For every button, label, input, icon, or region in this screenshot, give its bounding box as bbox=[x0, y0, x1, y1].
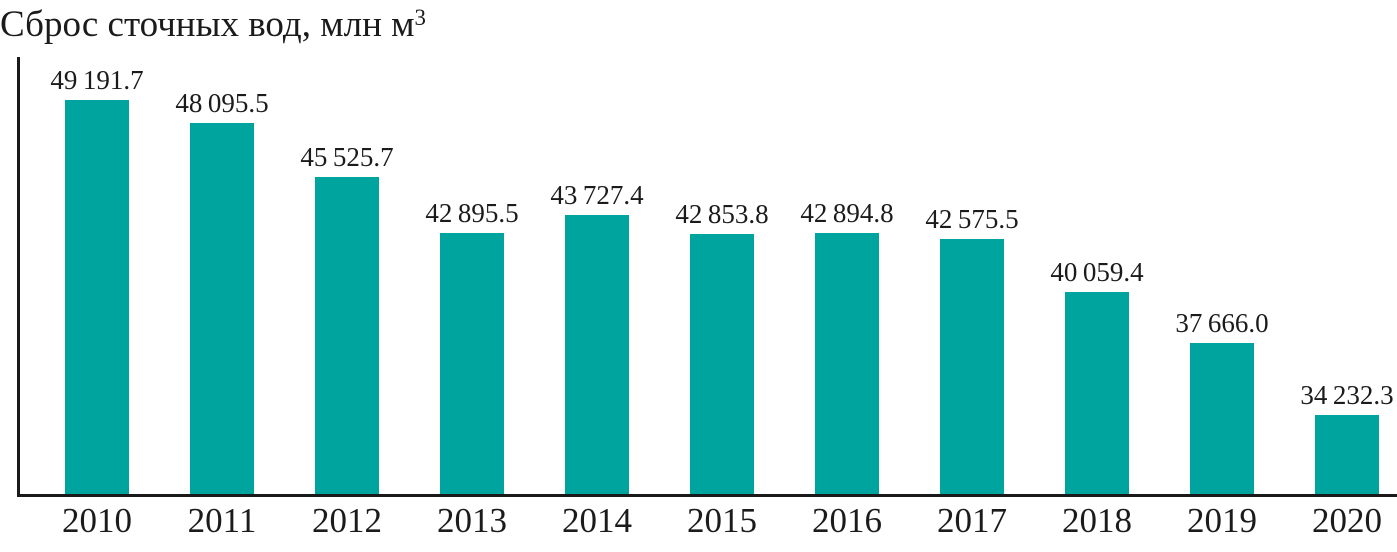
bar-2012 bbox=[315, 177, 379, 494]
bar-value-label-2015: 42 853.8 bbox=[675, 199, 769, 229]
bar-value-label-2020: 34 232.3 bbox=[1300, 380, 1394, 410]
x-tick-label-2016: 2016 bbox=[812, 501, 882, 540]
x-tick-label-2013: 2013 bbox=[437, 501, 507, 540]
x-tick-label-2012: 2012 bbox=[312, 501, 382, 540]
bar-2015 bbox=[690, 234, 754, 494]
bar-2011 bbox=[190, 123, 254, 494]
bar-value-label-2014: 43 727.4 bbox=[550, 180, 644, 210]
bar-2019 bbox=[1190, 343, 1254, 494]
bar-value-label-2010: 49 191.7 bbox=[50, 65, 144, 95]
y-axis-line bbox=[17, 57, 20, 497]
bar-2017 bbox=[940, 239, 1004, 494]
x-tick-label-2010: 2010 bbox=[62, 501, 132, 540]
x-tick-label-2014: 2014 bbox=[562, 501, 632, 540]
bar-value-label-2011: 48 095.5 bbox=[175, 88, 269, 118]
bar-2013 bbox=[440, 233, 504, 494]
x-tick-label-2018: 2018 bbox=[1062, 501, 1132, 540]
chart-title-superscript: 3 bbox=[414, 5, 427, 31]
bar-value-label-2012: 45 525.7 bbox=[300, 142, 394, 172]
x-tick-label-2020: 2020 bbox=[1312, 501, 1382, 540]
x-tick-label-2015: 2015 bbox=[687, 501, 757, 540]
x-axis-line bbox=[17, 494, 1397, 497]
bar-value-label-2019: 37 666.0 bbox=[1175, 308, 1269, 338]
bar-value-label-2013: 42 895.5 bbox=[425, 198, 519, 228]
x-tick-label-2019: 2019 bbox=[1187, 501, 1257, 540]
bar-2020 bbox=[1315, 415, 1379, 494]
chart-title: Сброс сточных вод, млн м3 bbox=[0, 4, 426, 47]
bar-2010 bbox=[65, 100, 129, 494]
bar-value-label-2017: 42 575.5 bbox=[925, 204, 1019, 234]
bar-2018 bbox=[1065, 292, 1129, 494]
x-tick-label-2017: 2017 bbox=[937, 501, 1007, 540]
bar-value-label-2016: 42 894.8 bbox=[800, 198, 894, 228]
bar-2016 bbox=[815, 233, 879, 494]
chart-title-text: Сброс сточных вод, млн м bbox=[0, 4, 415, 45]
x-tick-label-2011: 2011 bbox=[187, 501, 257, 540]
bar-value-label-2018: 40 059.4 bbox=[1050, 257, 1144, 287]
bar-2014 bbox=[565, 215, 629, 494]
